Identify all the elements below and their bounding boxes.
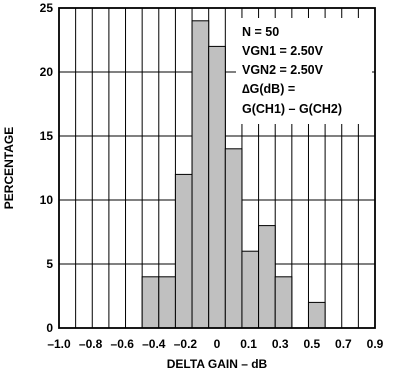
histogram-bar	[307, 301, 326, 329]
histogram-bar	[258, 225, 276, 329]
annotation-line-3: ∆G(dB) =	[242, 82, 295, 96]
plot-frame	[58, 7, 376, 329]
histogram-bar	[274, 276, 293, 329]
y-tick-label: 0	[46, 321, 53, 335]
x-tick-label: –0.8	[79, 337, 103, 351]
histogram-bar	[241, 250, 260, 329]
y-tick-label: 5	[46, 257, 53, 271]
histogram-bar	[141, 276, 160, 329]
annotation: N = 50 VGN1 = 2.50V VGN2 = 2.50V ∆G(dB) …	[242, 25, 342, 116]
x-tick-label: –0.2	[174, 337, 198, 351]
histogram-bar	[174, 173, 193, 329]
bars	[141, 20, 326, 329]
y-tick-labels: 0 5 10 15 20 25	[40, 1, 54, 335]
annotation-line-1: VGN1 = 2.50V	[242, 44, 324, 58]
annotation-line-4: G(CH1) – G(CH2)	[242, 102, 342, 116]
x-axis-label: DELTA GAIN – dB	[167, 357, 268, 371]
x-tick-label: 0.9	[367, 337, 384, 351]
x-tick-label: –1.0	[47, 337, 71, 351]
histogram-bar	[191, 20, 210, 329]
x-tick-label: –0.6	[111, 337, 135, 351]
x-tick-label: 0.5	[303, 337, 320, 351]
histogram-bar	[158, 276, 176, 329]
x-tick-labels: –1.0 –0.8 –0.6 –0.4 –0.2 0 0.1 0.3 0.5 0.7 0.9	[47, 337, 383, 351]
x-tick-label: 0.7	[335, 337, 352, 351]
annotation-line-0: N = 50	[242, 25, 279, 39]
annotation-box	[236, 18, 372, 124]
y-tick-label: 25	[40, 1, 54, 15]
x-tick-label: 0	[214, 337, 221, 351]
histogram-bar	[224, 148, 243, 329]
y-axis-label: PERCENTAGE	[2, 127, 16, 209]
x-tick-label: –0.4	[142, 337, 166, 351]
y-tick-label: 10	[40, 193, 54, 207]
histogram-bar	[208, 45, 226, 329]
annotation-line-2: VGN2 = 2.50V	[242, 63, 324, 77]
x-tick-label: 0.1	[240, 337, 257, 351]
x-tick-label: 0.3	[272, 337, 289, 351]
y-tick-label: 20	[40, 65, 54, 79]
y-tick-label: 15	[40, 129, 54, 143]
